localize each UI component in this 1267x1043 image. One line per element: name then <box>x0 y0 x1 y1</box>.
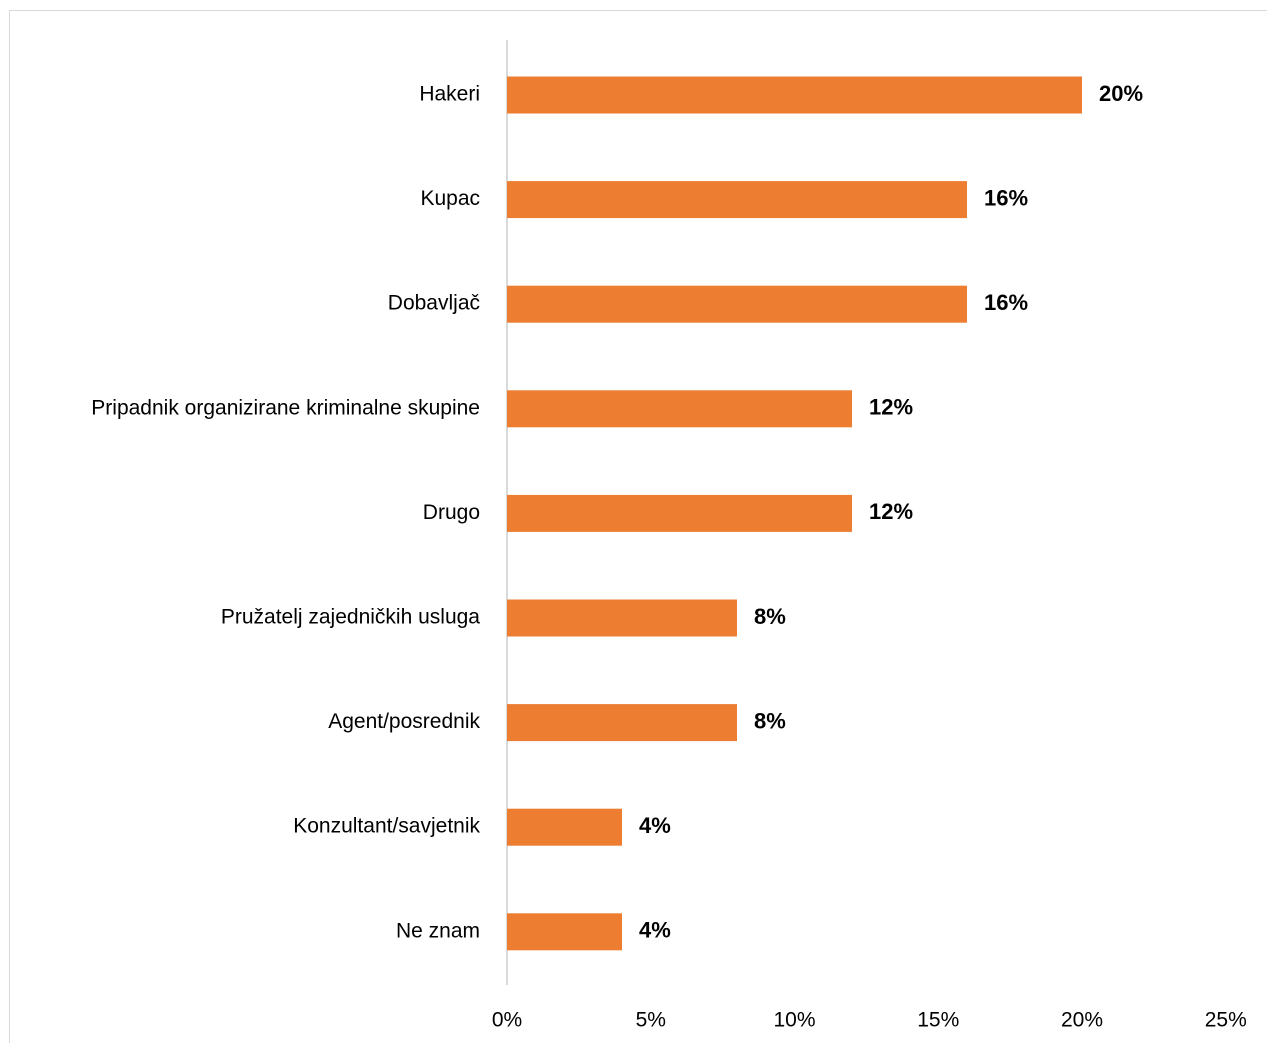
x-tick-label: 20% <box>1061 1009 1103 1032</box>
category-label: Kupac <box>420 187 480 210</box>
value-label: 16% <box>984 185 1028 210</box>
bar-5 <box>507 599 737 637</box>
category-label: Drugo <box>423 501 480 524</box>
bar-2 <box>507 285 967 323</box>
category-label: Dobavljač <box>388 292 480 315</box>
x-tick-label: 15% <box>917 1009 959 1032</box>
category-label: Ne znam <box>396 919 480 942</box>
value-label: 12% <box>869 395 913 420</box>
x-tick-labels-group: 0% 5% 10% 15% 20% 25% <box>492 1009 1247 1032</box>
bar-4 <box>507 494 852 532</box>
category-label: Konzultant/savjetnik <box>293 815 480 838</box>
category-label: Pružatelj zajedničkih usluga <box>221 606 480 629</box>
value-label: 4% <box>639 813 671 838</box>
category-label: Agent/posrednik <box>328 710 480 733</box>
value-label: 12% <box>869 499 913 524</box>
value-label: 20% <box>1099 81 1143 106</box>
bar-0 <box>507 76 1082 114</box>
bar-7 <box>507 808 622 846</box>
x-tick-label: 25% <box>1205 1009 1247 1032</box>
category-label: Hakeri <box>419 83 480 106</box>
value-label: 16% <box>984 290 1028 315</box>
x-tick-label: 0% <box>492 1009 522 1032</box>
bar-6 <box>507 704 737 742</box>
bar-3 <box>507 390 852 428</box>
value-label: 8% <box>754 708 786 733</box>
bars-group <box>507 76 1082 951</box>
value-labels-group: 20% 16% 16% 12% 12% 8% 8% 4% 4% <box>639 81 1143 943</box>
category-label: Pripadnik organizirane kriminalne skupin… <box>91 396 480 419</box>
value-label: 4% <box>639 918 671 943</box>
chart-frame <box>9 10 1267 1043</box>
x-tick-label: 10% <box>773 1009 815 1032</box>
x-tick-label: 5% <box>636 1009 666 1032</box>
bar-1 <box>507 181 967 219</box>
bar-8 <box>507 913 622 951</box>
value-label: 8% <box>754 604 786 629</box>
category-labels-group: Hakeri Kupac Dobavljač Pripadnik organizira… <box>91 83 480 943</box>
